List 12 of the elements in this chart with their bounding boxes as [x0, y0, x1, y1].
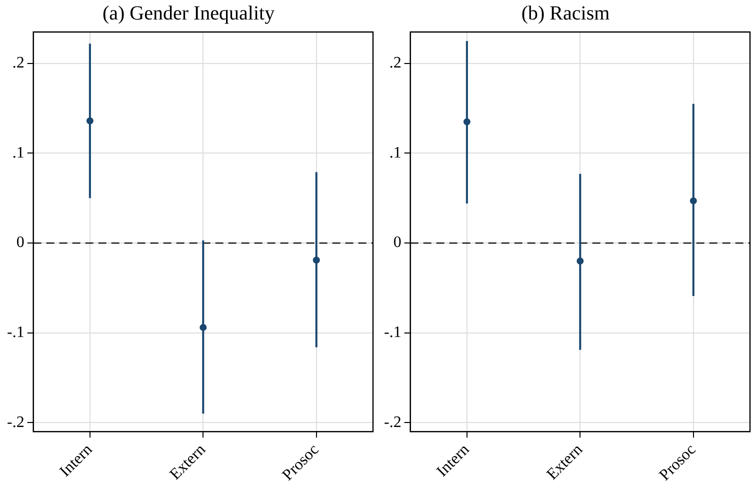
chart-title: (a) Gender Inequality: [102, 2, 275, 24]
y-tick-label: -.1: [384, 324, 402, 342]
y-tick-label: -.1: [7, 324, 24, 342]
y-tick-label: .2: [12, 54, 24, 72]
y-tick-label: .1: [389, 144, 402, 162]
y-tick-label: .2: [389, 54, 402, 72]
chart-title: (b) Racism: [521, 2, 610, 24]
y-tick-label: .1: [12, 144, 24, 162]
y-tick-label: -.2: [384, 414, 402, 431]
y-tick-label: 0: [393, 234, 402, 252]
y-tick-label: 0: [16, 234, 24, 252]
y-tick-label: -.2: [7, 414, 24, 431]
